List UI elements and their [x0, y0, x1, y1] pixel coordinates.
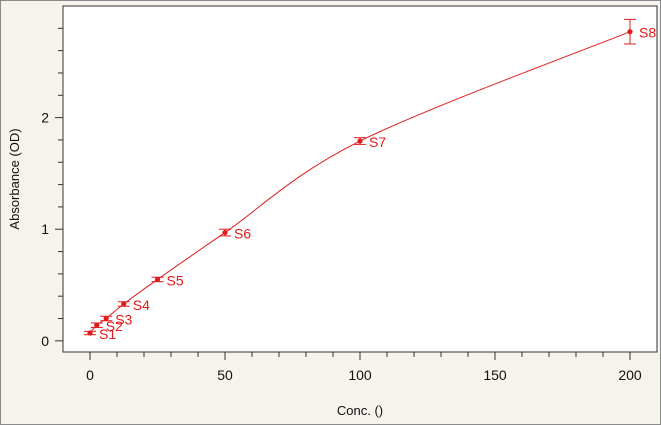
plot-area — [62, 5, 658, 353]
point-marker — [94, 322, 100, 328]
data-point-s8: S8 — [624, 18, 656, 45]
point-label: S1 — [99, 326, 116, 342]
axes: 0 50 100 150 200 0 1 2 — [41, 27, 642, 383]
point-label: S2 — [106, 318, 123, 334]
x-tick-label: 150 — [483, 367, 507, 383]
y-tick-label: 2 — [41, 110, 49, 126]
data-point-s5: S5 — [151, 272, 184, 288]
data-point-s1: S1 — [84, 326, 116, 342]
y-tick-label: 0 — [41, 333, 49, 349]
point-label: S5 — [167, 272, 184, 288]
point-label: S7 — [369, 134, 386, 150]
point-marker — [154, 276, 161, 283]
data-point-s2: S2 — [90, 318, 123, 334]
point-label: S3 — [115, 312, 132, 328]
x-tick-label: 100 — [348, 367, 372, 383]
point-label: S4 — [133, 297, 150, 313]
point-marker — [627, 29, 633, 35]
data-point-s3: S3 — [100, 312, 133, 328]
y-tick-label: 1 — [41, 221, 49, 237]
point-marker — [103, 315, 109, 322]
x-tick-label: 0 — [86, 367, 94, 383]
x-axis-title: Conc. () — [337, 403, 383, 418]
point-marker — [357, 138, 363, 144]
point-label: S8 — [639, 25, 656, 41]
point-marker — [87, 330, 93, 336]
x-tick-label: 50 — [217, 367, 233, 383]
point-marker — [222, 229, 228, 236]
data-point-s7: S7 — [354, 134, 386, 150]
y-axis-title: Absorbance (OD) — [7, 128, 22, 229]
data-point-s4: S4 — [117, 297, 150, 313]
x-tick-label: 200 — [618, 367, 642, 383]
point-label: S6 — [234, 226, 251, 242]
point-marker — [121, 301, 127, 307]
data-point-s6: S6 — [219, 226, 251, 242]
